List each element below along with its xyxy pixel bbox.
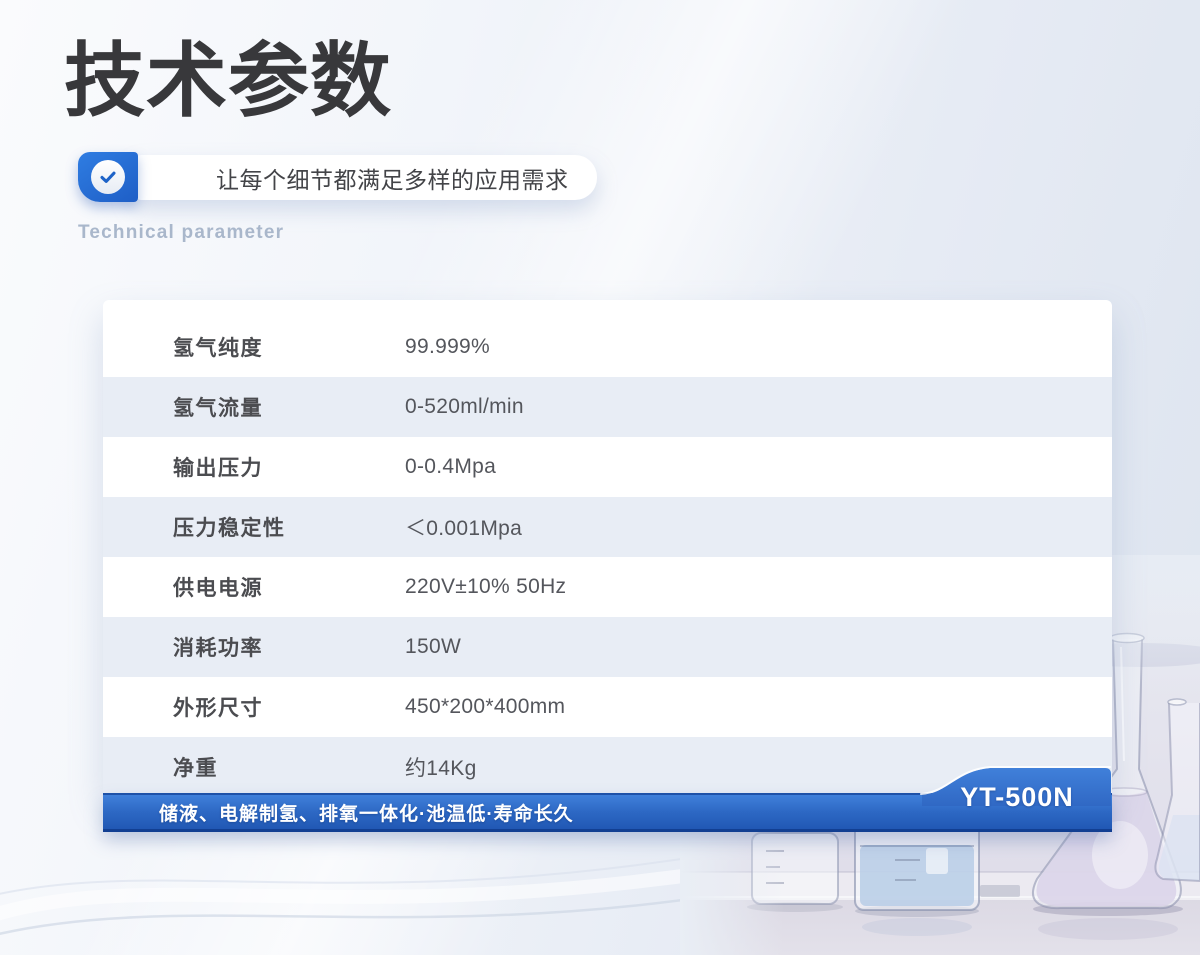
spec-value: 0-520ml/min [405,395,524,418]
spec-value: 150W [405,635,462,658]
tagline-text: 让每个细节都满足多样的应用需求 [216,166,569,193]
table-row: 供电电源 220V±10% 50Hz [103,557,1112,617]
tagline-pill: 让每个细节都满足多样的应用需求 [132,155,597,200]
subtitle-en: Technical parameter [78,222,285,243]
model-label: YT-500N [960,781,1074,812]
check-badge [78,152,138,202]
table-row: 氢气纯度 99.999% [103,317,1112,377]
spec-label: 压力稳定性 [173,517,286,540]
table-row: 压力稳定性 ＜0.001Mpa [103,497,1112,557]
spec-value: 约14Kg [405,757,477,780]
spec-value: 99.999% [405,335,491,358]
spec-label: 氢气纯度 [173,337,263,360]
spec-label: 净重 [173,757,218,780]
spec-table: 氢气纯度 99.999% 氢气流量 0-520ml/min 输出压力 0-0.4… [103,317,1112,794]
background-waves-graphic [0,851,720,936]
page-title: 技术参数 [64,37,393,127]
spec-label: 消耗功率 [173,637,263,660]
spec-label: 氢气流量 [173,397,263,420]
spec-value: ＜0.001Mpa [405,517,523,540]
spec-value: 450*200*400mm [405,695,566,718]
table-row: 消耗功率 150W [103,617,1112,677]
check-icon [91,160,125,194]
table-row: 输出压力 0-0.4Mpa [103,437,1112,497]
spec-label: 输出压力 [173,457,263,480]
features-text: 储液、电解制氢、排氧一体化·池温低·寿命长久 [159,803,574,825]
table-row: 氢气流量 0-520ml/min [103,377,1112,437]
spec-card: 氢气纯度 99.999% 氢气流量 0-520ml/min 输出压力 0-0.4… [103,300,1112,794]
table-row: 外形尺寸 450*200*400mm [103,677,1112,737]
spec-label: 外形尺寸 [173,697,263,720]
spec-label: 供电电源 [173,577,263,600]
spec-value: 220V±10% 50Hz [405,575,567,598]
spec-value: 0-0.4Mpa [405,455,497,478]
